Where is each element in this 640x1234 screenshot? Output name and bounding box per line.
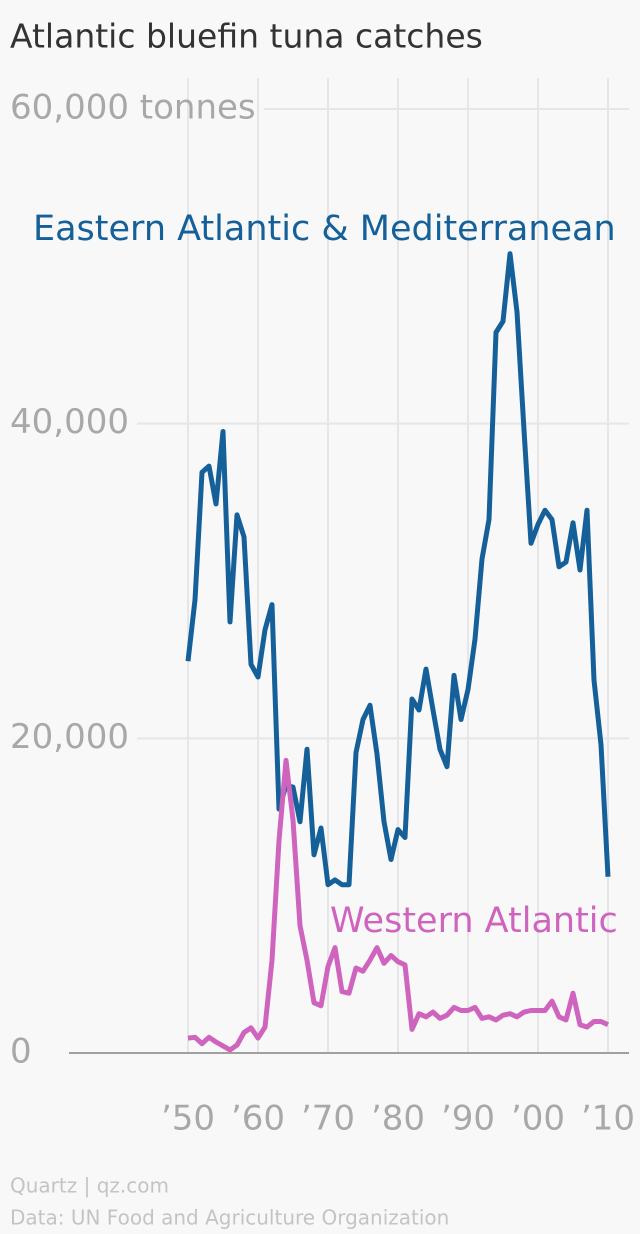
- chart-title: Atlantic bluefin tuna catches: [10, 17, 483, 56]
- source: Data: UN Food and Agriculture Organizati…: [10, 1206, 449, 1230]
- y-tick-label: 40,000: [10, 402, 129, 442]
- x-tick-label: ’90: [441, 1099, 495, 1139]
- x-tick-label: ’70: [301, 1099, 355, 1139]
- x-tick-label: ’00: [511, 1099, 565, 1139]
- series-line: [185, 251, 611, 888]
- x-tick-label: ’60: [231, 1099, 285, 1139]
- x-tick-label: ’80: [371, 1099, 425, 1139]
- y-tick-label: 0: [10, 1032, 32, 1072]
- y-tick-label: 20,000: [10, 717, 129, 757]
- x-tick-label: ’50: [161, 1099, 215, 1139]
- series-label: Eastern Atlantic & Mediterranean: [33, 209, 616, 249]
- series-label: Western Atlantic: [330, 901, 618, 941]
- y-tick-label: 60,000 tonnes: [10, 88, 256, 128]
- series-line: [187, 757, 610, 1053]
- credit: Quartz | qz.com: [10, 1174, 169, 1198]
- x-tick-label: ’10: [581, 1099, 635, 1139]
